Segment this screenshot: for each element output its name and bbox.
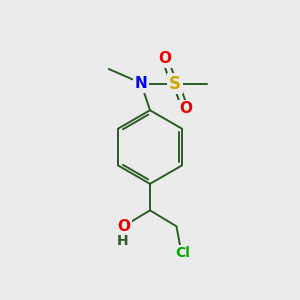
Text: H: H <box>117 234 129 248</box>
Text: O: O <box>117 219 130 234</box>
Text: Cl: Cl <box>175 246 190 260</box>
Text: N: N <box>135 76 148 91</box>
Text: S: S <box>169 75 181 93</box>
Text: O: O <box>179 101 192 116</box>
Text: O: O <box>158 51 171 66</box>
